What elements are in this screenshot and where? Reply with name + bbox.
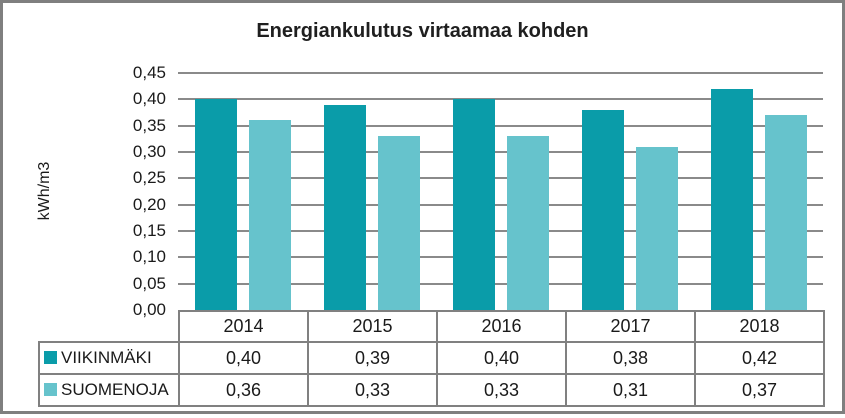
- bar-viikinmäki-2015: [324, 104, 366, 310]
- bar-suomenoja-2017: [636, 146, 678, 310]
- table-value-cell: 0,40: [436, 341, 567, 375]
- table-year-header: 2014: [178, 310, 309, 343]
- table-year-header: 2016: [436, 310, 567, 343]
- table-year-header: 2018: [694, 310, 825, 343]
- table-value-cell: 0,33: [436, 373, 567, 407]
- table-value-cell: 0,39: [307, 341, 438, 375]
- legend-swatch-icon: [44, 383, 57, 396]
- bar-viikinmäki-2014: [195, 99, 237, 310]
- y-tick-label: 0,40: [132, 89, 166, 109]
- gridline: [178, 256, 823, 259]
- bar-suomenoja-2014: [249, 120, 291, 310]
- table-value-cell: 0,31: [565, 373, 696, 407]
- legend-key-suomenoja: SUOMENOJA: [38, 373, 180, 407]
- y-tick-label: 0,25: [132, 168, 166, 188]
- bar-suomenoja-2016: [507, 136, 549, 310]
- table-year-header: 2017: [565, 310, 696, 343]
- bar-viikinmäki-2016: [453, 99, 495, 310]
- table-value-cell: 0,37: [694, 373, 825, 407]
- gridline: [178, 98, 823, 101]
- y-tick-label: 0,35: [132, 115, 166, 135]
- y-tick-label: 0,10: [132, 247, 166, 267]
- table-value-cell: 0,42: [694, 341, 825, 375]
- gridline: [178, 230, 823, 232]
- gridline: [178, 124, 823, 127]
- y-tick-label: 0,05: [132, 273, 166, 293]
- y-tick-label: 0,15: [132, 221, 166, 240]
- bar-suomenoja-2018: [765, 115, 807, 310]
- bar-viikinmäki-2018: [711, 88, 753, 310]
- y-axis-label: kWh/m3: [36, 161, 53, 221]
- bar-suomenoja-2015: [378, 136, 420, 310]
- gridline: [178, 151, 823, 153]
- table-value-cell: 0,38: [565, 341, 696, 375]
- table-value-cell: 0,36: [178, 373, 309, 407]
- legend-key-viikinmäki: VIIKINMÄKI: [38, 341, 180, 375]
- table-corner-cell: [39, 311, 179, 342]
- y-tick-label: 0,20: [132, 194, 166, 214]
- gridline: [178, 177, 823, 180]
- table-year-header: 2015: [307, 310, 438, 343]
- y-tick-label: 0,45: [132, 63, 166, 82]
- y-tick-label: 0,30: [132, 142, 166, 161]
- legend-swatch-icon: [44, 351, 57, 364]
- gridline: [178, 72, 823, 74]
- data-table: 2014 2015 2016 2017 2018 VIIKINMÄKI 0,40 0,39 0,…: [38, 310, 825, 407]
- bar-viikinmäki-2017: [582, 109, 624, 310]
- gridline: [178, 282, 823, 285]
- legend-series-name: SUOMENOJA: [61, 380, 169, 399]
- table-value-cell: 0,40: [178, 341, 309, 375]
- chart-title: Energiankulutus virtaamaa kohden: [256, 20, 589, 42]
- gridline: [178, 203, 823, 206]
- table-value-cell: 0,33: [307, 373, 438, 407]
- legend-series-name: VIIKINMÄKI: [61, 348, 152, 367]
- y-tick-label: 0,00: [132, 300, 166, 319]
